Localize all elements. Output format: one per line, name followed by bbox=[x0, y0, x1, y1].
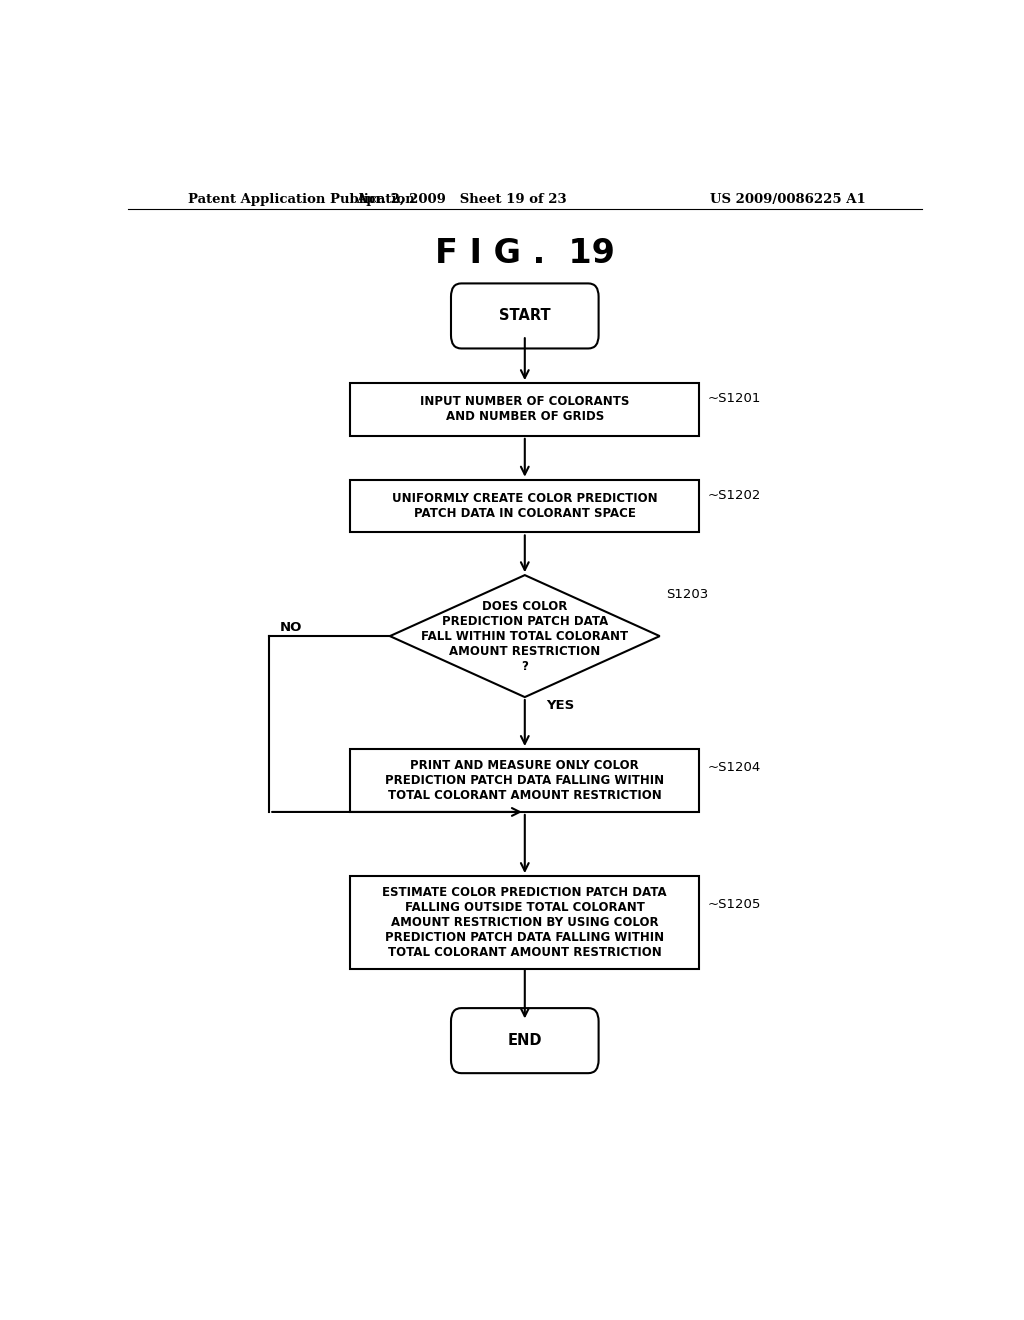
Text: Patent Application Publication: Patent Application Publication bbox=[187, 193, 415, 206]
Text: ~S1205: ~S1205 bbox=[708, 898, 761, 911]
FancyBboxPatch shape bbox=[451, 284, 599, 348]
Text: INPUT NUMBER OF COLORANTS
AND NUMBER OF GRIDS: INPUT NUMBER OF COLORANTS AND NUMBER OF … bbox=[420, 396, 630, 424]
Text: NO: NO bbox=[281, 622, 303, 635]
Text: Apr. 2, 2009   Sheet 19 of 23: Apr. 2, 2009 Sheet 19 of 23 bbox=[356, 193, 566, 206]
Text: F I G .  19: F I G . 19 bbox=[435, 238, 614, 271]
Bar bbox=[350, 479, 699, 532]
Text: DOES COLOR
PREDICTION PATCH DATA
FALL WITHIN TOTAL COLORANT
AMOUNT RESTRICTION
?: DOES COLOR PREDICTION PATCH DATA FALL WI… bbox=[421, 599, 629, 673]
Text: YES: YES bbox=[546, 698, 574, 711]
Bar bbox=[350, 876, 699, 969]
FancyBboxPatch shape bbox=[451, 1008, 599, 1073]
Text: START: START bbox=[499, 309, 551, 323]
Text: ESTIMATE COLOR PREDICTION PATCH DATA
FALLING OUTSIDE TOTAL COLORANT
AMOUNT RESTR: ESTIMATE COLOR PREDICTION PATCH DATA FAL… bbox=[383, 886, 667, 960]
Bar bbox=[350, 383, 699, 436]
Text: ~S1202: ~S1202 bbox=[708, 488, 761, 502]
Bar bbox=[350, 748, 699, 812]
Text: UNIFORMLY CREATE COLOR PREDICTION
PATCH DATA IN COLORANT SPACE: UNIFORMLY CREATE COLOR PREDICTION PATCH … bbox=[392, 492, 657, 520]
Text: S1203: S1203 bbox=[666, 589, 709, 601]
Text: US 2009/0086225 A1: US 2009/0086225 A1 bbox=[711, 193, 866, 206]
Text: ~S1201: ~S1201 bbox=[708, 392, 761, 405]
Text: END: END bbox=[508, 1034, 542, 1048]
Text: PRINT AND MEASURE ONLY COLOR
PREDICTION PATCH DATA FALLING WITHIN
TOTAL COLORANT: PRINT AND MEASURE ONLY COLOR PREDICTION … bbox=[385, 759, 665, 803]
Text: ~S1204: ~S1204 bbox=[708, 762, 761, 775]
Polygon shape bbox=[390, 576, 659, 697]
